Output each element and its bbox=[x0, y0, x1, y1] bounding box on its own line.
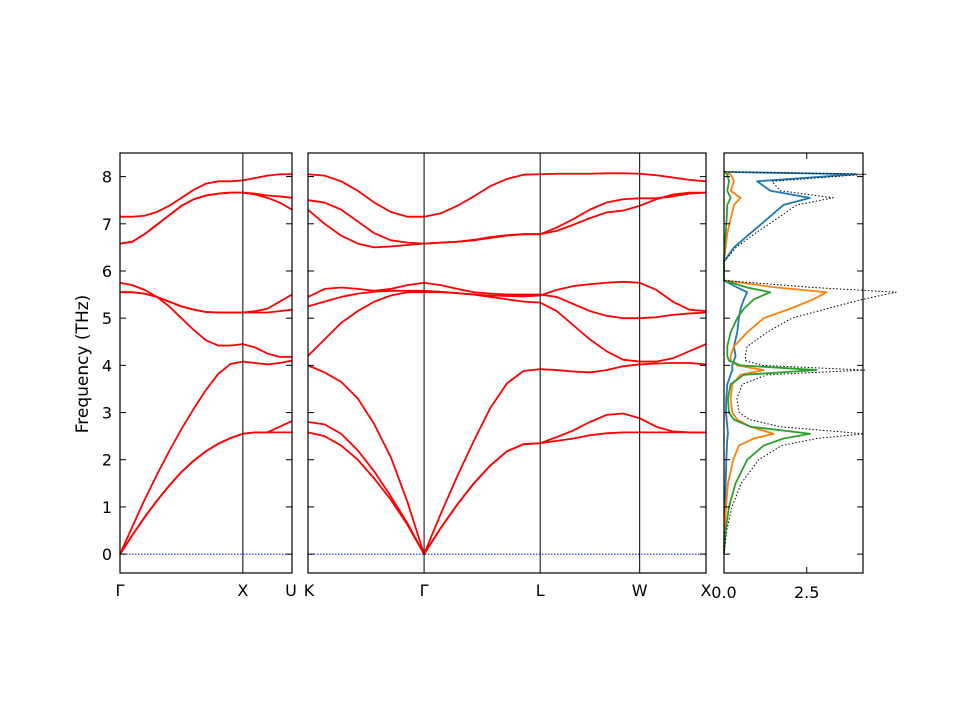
x-tick-label: K bbox=[304, 581, 315, 600]
y-tick-label: 3 bbox=[102, 404, 112, 423]
band-line-9 bbox=[120, 173, 292, 218]
dos-partial-line-2 bbox=[723, 171, 828, 555]
band-panel-left: 0 1 2 3 4 5 6 7 8 Γ X U bbox=[102, 152, 297, 600]
band-line-4 bbox=[120, 291, 293, 314]
x-tick-label: 0.0 bbox=[711, 583, 736, 602]
x-tick-label: W bbox=[632, 581, 648, 600]
y-tick-label: 4 bbox=[102, 356, 112, 375]
band-line-3 bbox=[307, 362, 707, 556]
band-line-4 bbox=[307, 291, 707, 363]
x-tick-label: Γ bbox=[420, 581, 429, 600]
x-tick-label: 2.5 bbox=[794, 583, 819, 602]
x-tick-label: X bbox=[237, 581, 248, 600]
axes-frame bbox=[119, 152, 293, 574]
band-line-2 bbox=[307, 412, 706, 556]
y-tick-label: 1 bbox=[102, 498, 112, 517]
x-tick-label: U bbox=[285, 581, 297, 600]
band-line-6 bbox=[307, 281, 707, 320]
band-line-6 bbox=[119, 281, 292, 358]
band-line-5 bbox=[120, 291, 293, 314]
dos-panel: 0.0 2.5 bbox=[711, 152, 897, 602]
y-tick-label: 5 bbox=[102, 309, 112, 328]
band-line-1 bbox=[119, 420, 293, 555]
x-tick-label: X bbox=[701, 581, 712, 600]
band-line-8 bbox=[307, 191, 706, 245]
y-tick-label: 0 bbox=[102, 545, 112, 564]
dos-total-line bbox=[723, 171, 897, 555]
x-tick-label: L bbox=[536, 581, 545, 600]
band-line-2 bbox=[119, 431, 292, 555]
band-line-5 bbox=[307, 280, 707, 312]
y-tick-label: 7 bbox=[102, 215, 112, 234]
band-line-9 bbox=[307, 172, 707, 218]
band-line-7 bbox=[307, 191, 707, 249]
y-tick-label: 2 bbox=[102, 451, 112, 470]
band-line-3 bbox=[119, 359, 293, 555]
y-tick-label: 6 bbox=[102, 262, 112, 281]
x-tick-label: Γ bbox=[116, 581, 125, 600]
dos-partial-line-1 bbox=[723, 170, 858, 555]
band-line-8 bbox=[119, 191, 293, 245]
axes-frame bbox=[723, 152, 864, 574]
dos-partial-line-3 bbox=[723, 171, 818, 555]
y-axis-label: Frequency (THz) bbox=[73, 295, 93, 434]
axes-frame bbox=[307, 152, 707, 574]
y-tick-label: 8 bbox=[102, 168, 112, 187]
band-line-7 bbox=[119, 191, 293, 245]
